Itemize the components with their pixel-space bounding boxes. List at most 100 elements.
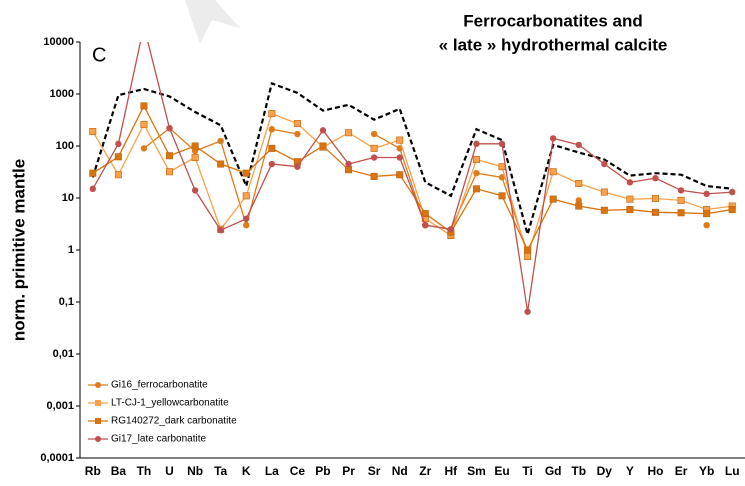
data-point — [677, 187, 685, 194]
x-tick-label: Zr — [419, 464, 431, 478]
data-point — [191, 142, 199, 150]
data-point — [140, 120, 148, 128]
data-point — [524, 246, 532, 254]
data-point — [651, 208, 659, 216]
y-tick-label: 1 — [68, 244, 74, 256]
data-point — [217, 227, 224, 234]
data-point — [549, 168, 557, 176]
x-tick-label: Tb — [571, 464, 586, 478]
data-point — [89, 169, 97, 177]
series-line — [92, 112, 733, 259]
legend-label: Gi17_late carbonatite — [111, 434, 207, 445]
data-point — [268, 160, 276, 168]
data-point — [729, 188, 736, 196]
y-axis-label: norm. primitive mantle — [9, 159, 28, 341]
data-point — [191, 154, 199, 162]
legend-marker — [95, 436, 101, 442]
data-point — [728, 206, 736, 214]
y-tick-label: 10000 — [43, 36, 74, 48]
series-line — [144, 128, 707, 252]
data-point — [166, 124, 173, 132]
x-tick-label: Sm — [467, 464, 486, 478]
data-point — [549, 195, 557, 203]
data-point — [89, 128, 97, 136]
data-point — [626, 195, 634, 203]
data-point — [114, 171, 122, 179]
y-tick-label: 0,01 — [53, 348, 74, 360]
data-point — [217, 160, 225, 168]
legend-marker — [95, 418, 101, 424]
data-point — [473, 140, 480, 148]
series-line — [92, 42, 733, 312]
y-tick-label: 100 — [56, 140, 74, 152]
data-point — [140, 145, 148, 152]
reference-line — [91, 81, 733, 239]
y-tick-label: 0,0001 — [40, 452, 74, 464]
panel-label: C — [92, 44, 106, 66]
data-point — [422, 221, 429, 229]
data-point — [370, 172, 378, 180]
chart-title: « late » hydrothermal calcite — [439, 35, 668, 54]
data-point — [319, 142, 327, 150]
data-point — [345, 166, 353, 174]
data-point — [293, 120, 301, 128]
data-point — [600, 206, 608, 214]
data-point — [370, 130, 378, 138]
x-tick-label: U — [165, 464, 174, 478]
data-point — [319, 127, 327, 134]
data-point — [421, 210, 429, 218]
data-point — [447, 226, 455, 233]
x-tick-label: Rb — [85, 464, 101, 478]
data-point — [140, 102, 148, 110]
x-tick-label: Ce — [290, 464, 306, 478]
data-point — [191, 187, 199, 194]
data-point — [370, 144, 378, 152]
x-tick-label: Lu — [725, 464, 740, 478]
data-point — [626, 179, 634, 186]
data-point — [115, 140, 122, 148]
y-tick-label: 1000 — [50, 88, 74, 100]
plot-area — [89, 23, 736, 315]
y-tick-label: 10 — [62, 192, 74, 204]
data-point — [575, 202, 583, 210]
data-point — [575, 180, 583, 188]
x-tick-label: K — [242, 464, 251, 478]
x-tick-label: Hf — [445, 464, 459, 478]
data-point — [114, 153, 122, 161]
x-tick-label: Ho — [647, 464, 663, 478]
data-point — [243, 221, 250, 229]
data-point — [268, 144, 276, 152]
x-tick-label: Ta — [214, 464, 227, 478]
legend-marker — [95, 400, 101, 406]
data-point — [600, 188, 608, 196]
data-point — [498, 140, 506, 148]
data-point — [166, 168, 174, 176]
data-point — [626, 206, 634, 214]
data-point — [472, 156, 480, 164]
data-point — [294, 163, 301, 170]
legend-label: Gi16_ferrocarbonatite — [111, 380, 208, 391]
data-point — [141, 23, 147, 29]
data-point — [294, 130, 301, 138]
data-point — [575, 197, 582, 204]
data-point — [268, 110, 276, 118]
data-point — [242, 192, 250, 200]
data-point — [473, 169, 480, 177]
data-point — [575, 141, 582, 149]
data-point — [345, 160, 352, 168]
data-point — [652, 175, 659, 182]
data-point — [166, 152, 174, 160]
x-tick-label: Dy — [597, 464, 613, 478]
data-point — [677, 209, 685, 217]
legend — [82, 370, 292, 452]
data-point — [472, 185, 480, 193]
x-tick-label: Ba — [111, 464, 127, 478]
data-point — [677, 196, 685, 204]
chart-title: Ferrocarbonatites and — [463, 11, 643, 30]
data-point — [396, 154, 403, 161]
data-point — [703, 190, 710, 198]
x-tick-label: Eu — [494, 464, 509, 478]
x-tick-label: Yb — [699, 464, 714, 478]
data-point — [217, 137, 224, 145]
